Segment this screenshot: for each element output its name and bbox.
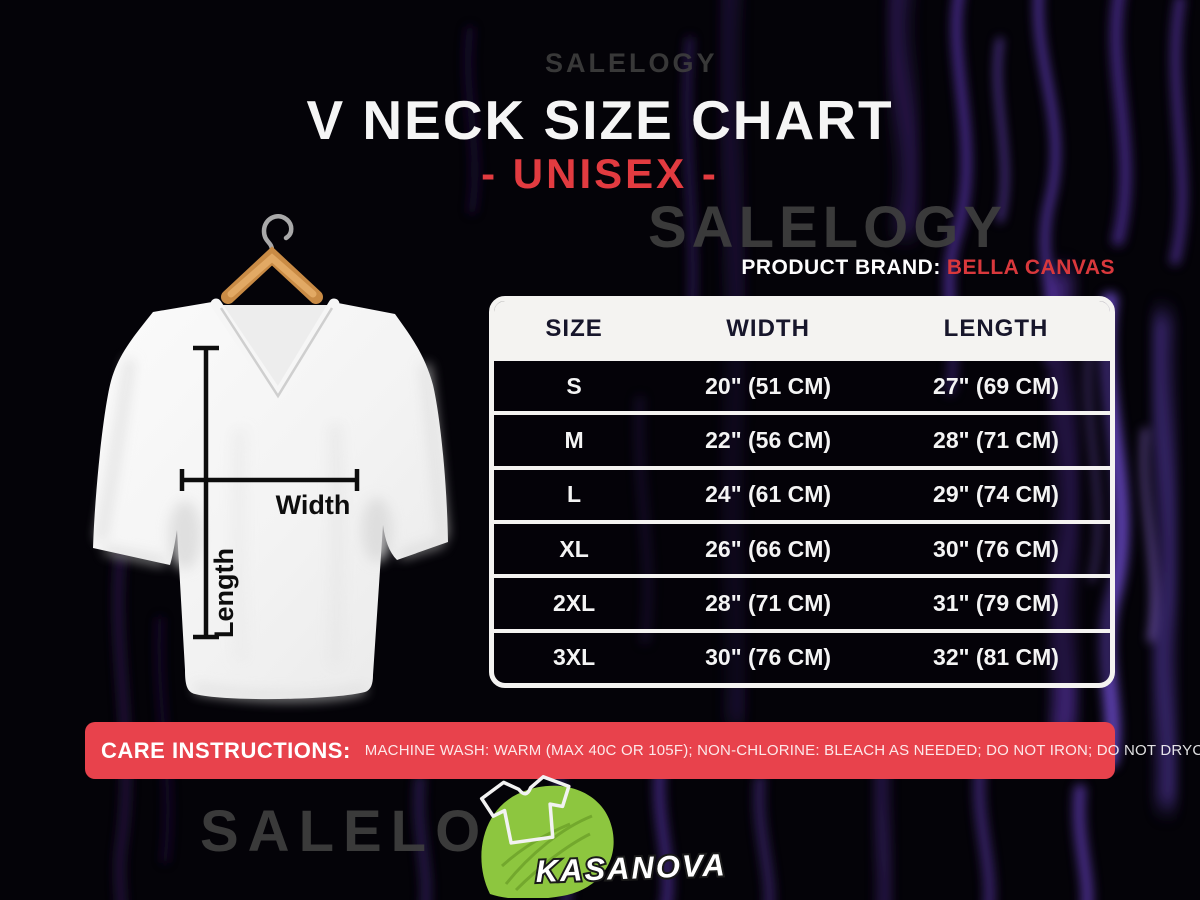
col-header-size: SIZE xyxy=(545,315,603,342)
cell-size: S xyxy=(566,372,582,399)
cell-width: 28" (71 CM) xyxy=(705,589,832,616)
care-instructions-label: CARE INSTRUCTIONS: xyxy=(101,737,351,763)
cell-width: 24" (61 CM) xyxy=(705,481,832,508)
product-brand-label: PRODUCT BRAND: xyxy=(741,256,941,279)
tshirt-measurement-diagram: Width Length xyxy=(93,213,448,701)
cell-width: 30" (76 CM) xyxy=(705,644,832,671)
tshirt-shading xyxy=(96,359,448,701)
cell-width: 20" (51 CM) xyxy=(705,372,832,399)
cell-length: 30" (76 CM) xyxy=(933,535,1059,562)
product-brand-line: PRODUCT BRAND: BELLA CANVAS xyxy=(741,256,1115,280)
cell-size: 2XL xyxy=(552,589,596,616)
kasanova-logo: KASANOVA xyxy=(479,775,729,898)
width-label: Width xyxy=(276,490,351,520)
product-brand-value: BELLA CANVAS xyxy=(946,256,1115,279)
tshirt-outline-icon xyxy=(479,775,571,845)
cell-size: M xyxy=(564,426,584,453)
table-row: S 20" (51 CM) 27" (69 CM) xyxy=(494,357,1110,411)
care-instructions-text: MACHINE WASH: WARM (MAX 40C OR 105F); NO… xyxy=(364,742,1200,759)
cell-size: L xyxy=(567,481,582,508)
tshirt-vneck-back xyxy=(216,305,334,396)
kasanova-logo-text: KASANOVA xyxy=(535,847,727,889)
page-subtitle: - UNISEX - xyxy=(481,150,719,197)
hanger-bar-highlight xyxy=(227,253,317,298)
tshirt-body xyxy=(93,302,448,700)
cell-size: 3XL xyxy=(552,644,596,671)
watermark-middle: SALELOGY xyxy=(648,195,1008,260)
length-label: Length xyxy=(209,548,239,638)
cell-size: XL xyxy=(559,535,589,562)
hanger-hook xyxy=(261,213,294,265)
table-row: XL 26" (66 CM) 30" (76 CM) xyxy=(494,519,1110,574)
cell-length: 28" (71 CM) xyxy=(933,426,1059,453)
col-header-length: LENGTH xyxy=(943,315,1049,342)
cell-width: 22" (56 CM) xyxy=(705,426,832,453)
vneck-collar-edge xyxy=(219,307,334,399)
table-row: 3XL 30" (76 CM) 32" (81 CM) xyxy=(494,628,1110,683)
size-table-header: SIZE WIDTH LENGTH xyxy=(494,301,1110,357)
page-title: V NECK SIZE CHART xyxy=(306,89,894,151)
cell-length: 27" (69 CM) xyxy=(933,372,1059,399)
cell-length: 29" (74 CM) xyxy=(933,481,1059,508)
measurement-lines xyxy=(179,345,360,640)
table-row: 2XL 28" (71 CM) 31" (79 CM) xyxy=(494,574,1110,628)
care-instructions-bar: CARE INSTRUCTIONS: MACHINE WASH: WARM (M… xyxy=(85,722,1200,779)
cell-length: 32" (81 CM) xyxy=(933,644,1059,671)
cell-length: 31" (79 CM) xyxy=(933,589,1059,616)
table-row: L 24" (61 CM) 29" (74 CM) xyxy=(494,465,1110,520)
cell-width: 26" (66 CM) xyxy=(705,535,832,562)
table-row: M 22" (56 CM) 28" (71 CM) xyxy=(494,411,1110,465)
col-header-width: WIDTH xyxy=(726,315,810,342)
watermark-top: SALELOGY xyxy=(545,48,718,78)
size-table: SIZE WIDTH LENGTH S 20" (51 CM) 27" (69 … xyxy=(489,296,1115,688)
